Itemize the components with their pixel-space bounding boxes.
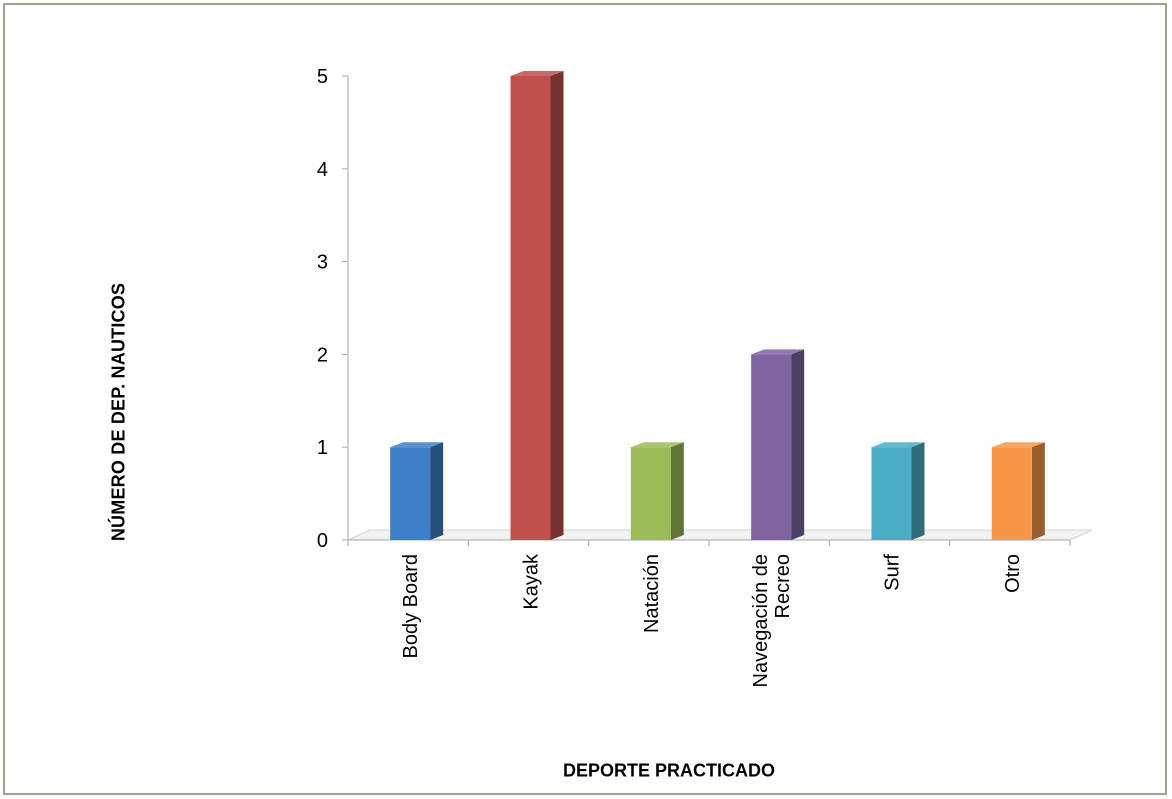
bar-side <box>791 349 805 540</box>
y-tick-label: 5 <box>317 66 328 88</box>
bar-kayak <box>510 71 564 540</box>
bar-body-board <box>390 442 444 540</box>
chart-floor <box>347 529 1093 541</box>
bar-top <box>751 349 805 355</box>
bar-front <box>751 354 792 540</box>
x-tick-label: Otro <box>1002 554 1024 593</box>
x-axis-title: DEPORTE PRACTICADO <box>562 760 776 781</box>
bar-surf <box>871 442 925 540</box>
y-axis-title: NÚMERO DE DEP. NAUTICOS <box>108 282 129 542</box>
bar-top <box>991 442 1045 448</box>
bar-side <box>430 442 444 540</box>
y-tick-label: 4 <box>317 159 328 181</box>
bar-front <box>390 447 431 540</box>
bar-front <box>871 447 912 540</box>
y-tick-label: 3 <box>317 252 328 274</box>
bar-top <box>871 442 925 448</box>
bar-front <box>630 447 671 540</box>
bar-side <box>670 442 684 540</box>
bar-top <box>510 71 564 76</box>
bar-front <box>510 76 551 540</box>
x-tick-label: Natación <box>641 554 663 633</box>
bar-side <box>911 442 925 540</box>
bar-front <box>991 447 1032 540</box>
bar-top <box>630 442 684 448</box>
y-tick-label: 0 <box>317 530 328 552</box>
bar-otro <box>991 442 1045 540</box>
bar-nataci-n <box>630 442 684 540</box>
x-tick-label: Navegación deRecreo <box>750 554 794 687</box>
bar-navegaci-n-de-recreo <box>751 349 805 540</box>
x-tick-label: Body Board <box>400 554 422 659</box>
x-tick-label: Kayak <box>521 553 543 610</box>
y-tick-label: 2 <box>317 344 328 366</box>
chart-frame <box>3 3 1167 795</box>
x-tick-label: Surf <box>882 554 904 591</box>
y-tick-label: 1 <box>317 437 328 459</box>
bar-side <box>1031 442 1045 540</box>
bar-side <box>550 71 564 540</box>
bar-top <box>390 442 444 448</box>
